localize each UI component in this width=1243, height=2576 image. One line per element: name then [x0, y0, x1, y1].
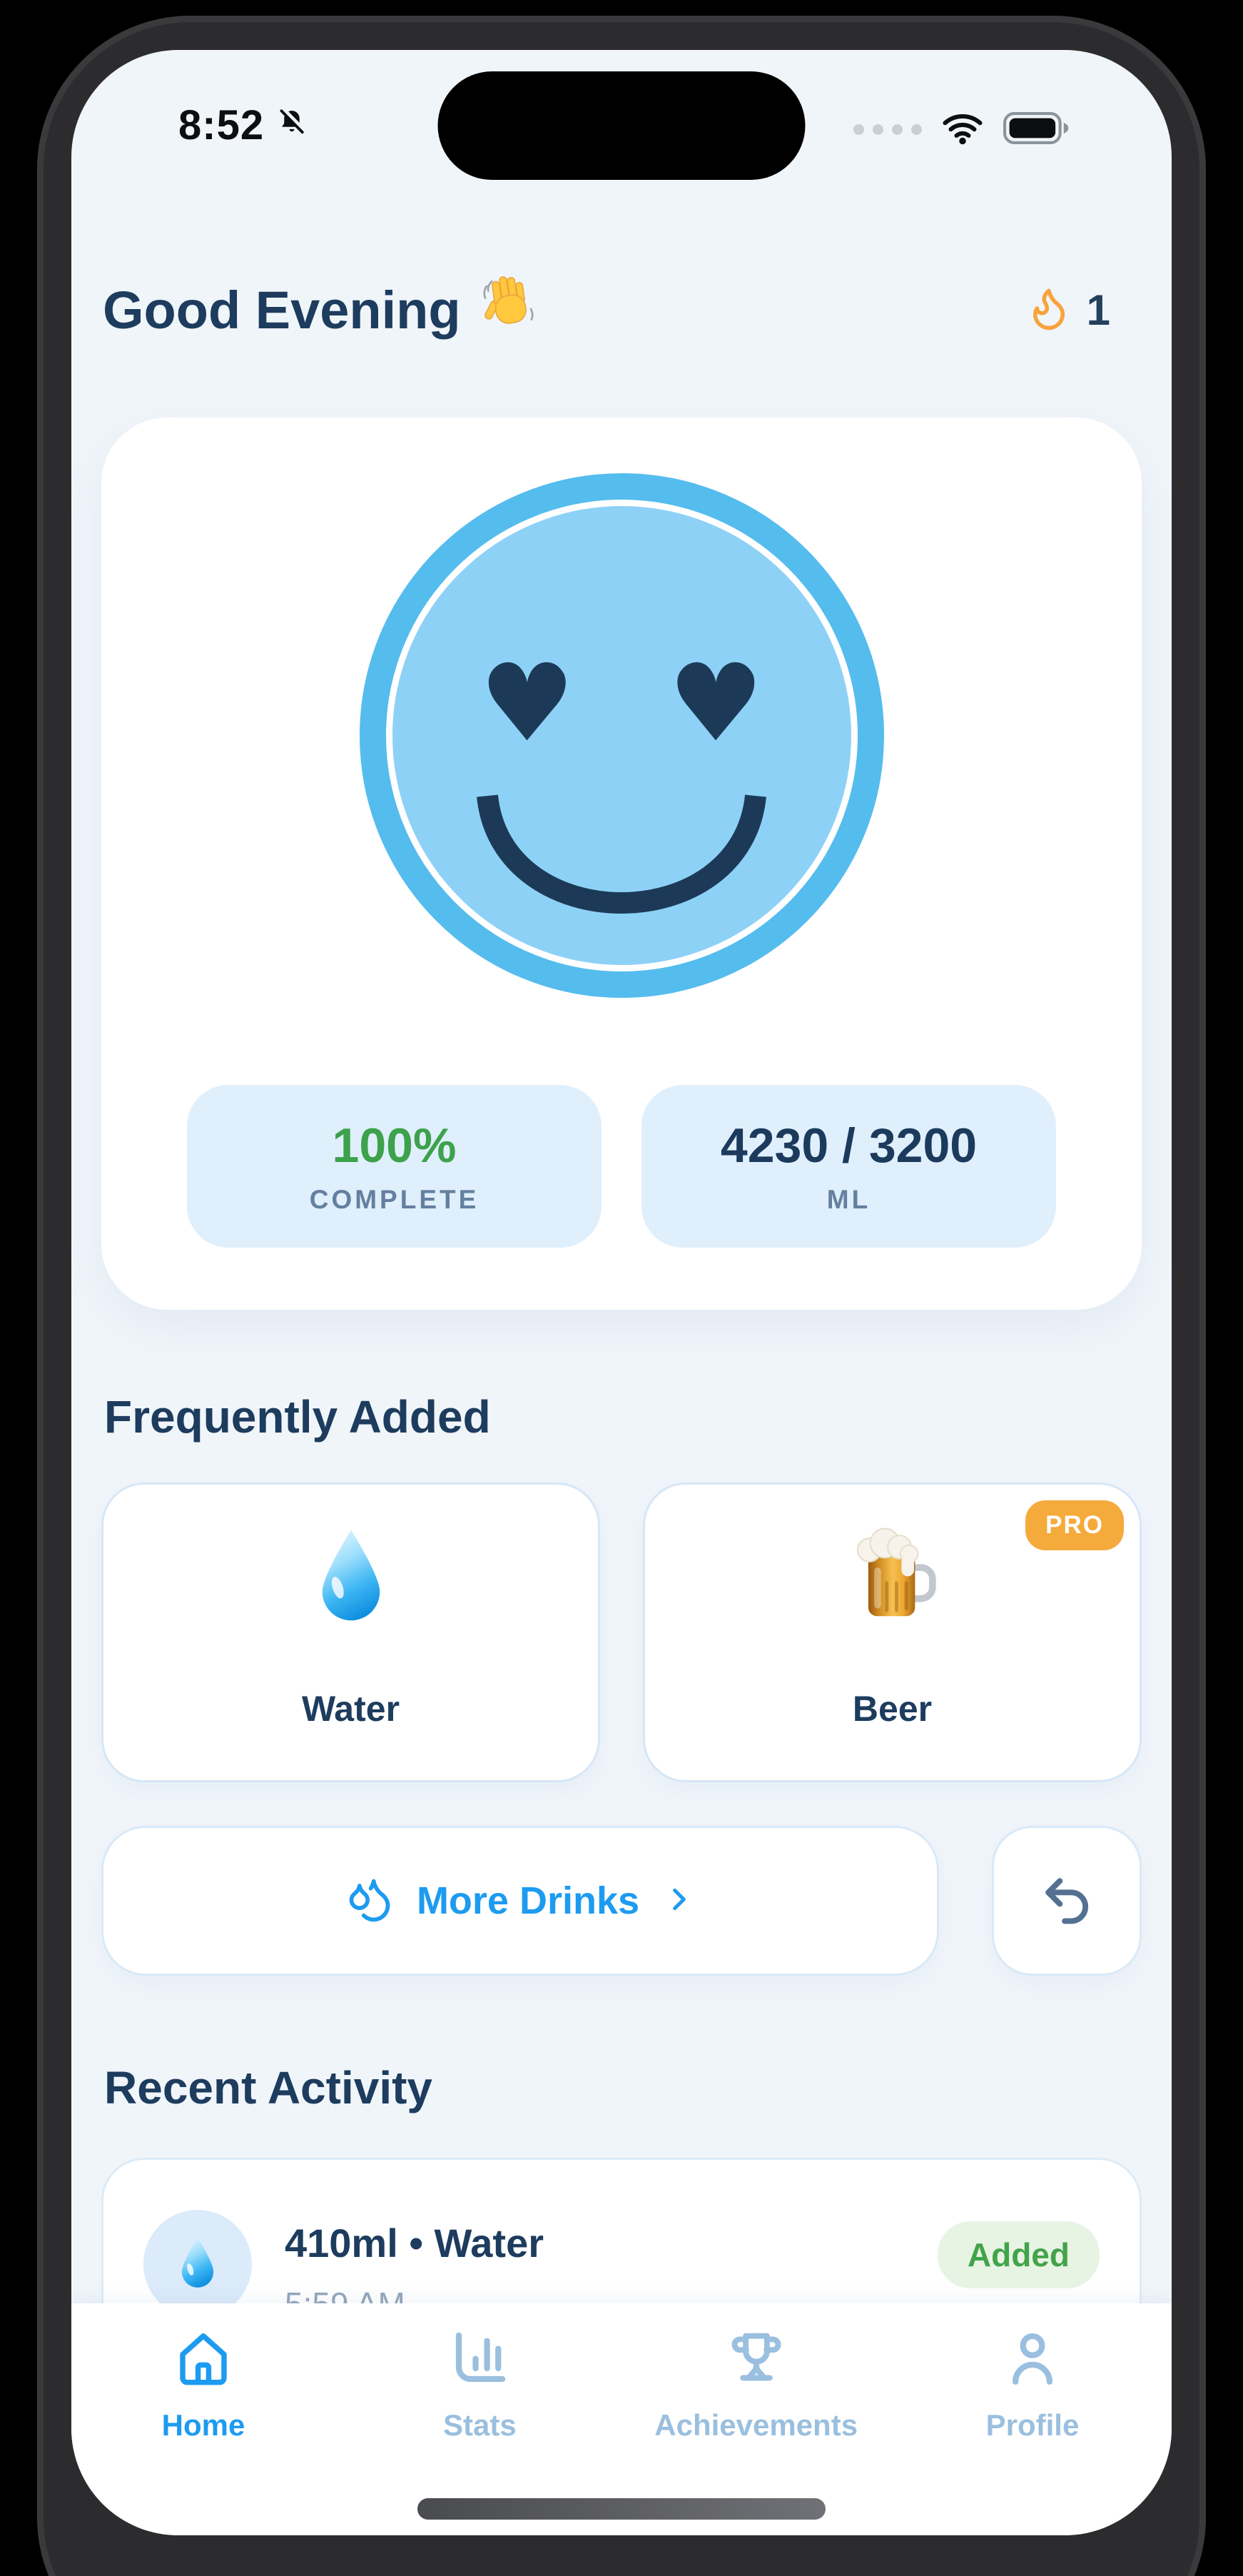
progress-stats: 100% COMPLETE 4230 / 3200 ML [187, 1085, 1056, 1248]
drink-card-water[interactable]: Water [101, 1483, 600, 1782]
tab-bar: Home Stats [71, 2303, 1172, 2535]
app-screen: 8:52 [71, 50, 1172, 2535]
undo-arrow-icon [1036, 1869, 1097, 1934]
status-time: 8:52 [178, 101, 308, 149]
activity-title: 410ml • Water [285, 2221, 544, 2266]
drinks-actions-row: More Drinks [101, 1826, 1142, 1976]
dynamic-island [437, 71, 806, 180]
home-content: Good Evening [71, 50, 1172, 2535]
battery-icon [1003, 111, 1072, 148]
notifications-off-icon [275, 101, 308, 149]
tab-label: Home [161, 2408, 245, 2442]
water-drop-icon [177, 2236, 218, 2293]
percent-caption: COMPLETE [309, 1185, 480, 1214]
home-icon [170, 2325, 237, 2395]
bar-chart-icon [446, 2325, 513, 2395]
flame-icon [1025, 285, 1072, 335]
activity-avatar [143, 2210, 252, 2318]
trophy-icon [723, 2325, 790, 2395]
tab-label: Achievements [654, 2408, 858, 2442]
status-bar: 8:52 [71, 50, 1172, 203]
tab-label: Profile [985, 2408, 1080, 2442]
intake-amount-pill: 4230 / 3200 ML [641, 1085, 1056, 1248]
pro-badge: PRO [1025, 1500, 1124, 1550]
person-icon [999, 2325, 1066, 2395]
status-icons [853, 110, 1072, 149]
smiley-face [385, 500, 858, 971]
phone-frame: 8:52 [37, 16, 1206, 2576]
cellular-signal-icon [853, 124, 922, 135]
smile-mouth [472, 786, 771, 961]
heart-eye-left-icon: ♥ [479, 642, 575, 766]
greeting: Good Evening [103, 274, 538, 346]
water-drop-icon [314, 1526, 388, 1628]
heart-eye-right-icon: ♥ [668, 642, 764, 766]
mood-smiley-wrap: ♥ ♥ [187, 473, 1056, 998]
frequently-added-title: Frequently Added [104, 1391, 491, 1443]
drink-label: Beer [852, 1689, 933, 1729]
drink-card-beer[interactable]: PRO [643, 1483, 1142, 1782]
frequent-drinks: Water PRO [101, 1483, 1142, 1782]
home-indicator[interactable] [417, 2498, 826, 2520]
tab-home[interactable]: Home [114, 2325, 293, 2535]
recent-activity-title: Recent Activity [104, 2062, 432, 2113]
percent-value: 100% [332, 1118, 457, 1173]
intake-caption: ML [826, 1185, 871, 1214]
percent-complete-pill: 100% COMPLETE [187, 1085, 602, 1248]
droplets-icon [345, 1875, 394, 1927]
streak-count: 1 [1086, 286, 1110, 334]
status-badge: Added [937, 2221, 1100, 2288]
wifi-icon [940, 110, 985, 149]
intake-value: 4230 / 3200 [720, 1118, 978, 1173]
clock-text: 8:52 [178, 102, 265, 148]
undo-button[interactable] [992, 1826, 1142, 1976]
header: Good Evening [103, 274, 1137, 346]
tab-achievements[interactable]: Achievements [654, 2325, 858, 2535]
more-drinks-button[interactable]: More Drinks [101, 1826, 939, 1976]
tab-label: Stats [442, 2408, 517, 2442]
drink-label: Water [301, 1689, 400, 1729]
tab-profile[interactable]: Profile [943, 2325, 1122, 2535]
streak-counter[interactable]: 1 [1025, 285, 1110, 335]
beer-mug-icon [839, 1526, 946, 1628]
daily-progress-card: ♥ ♥ 100% COMPLETE [101, 418, 1142, 1310]
heart-eyes-smiley: ♥ ♥ [359, 473, 884, 998]
chevron-right-icon [662, 1883, 695, 1919]
tab-stats[interactable]: Stats [390, 2325, 569, 2535]
wave-hand-icon [478, 274, 538, 346]
greeting-text: Good Evening [103, 280, 461, 340]
more-drinks-label: More Drinks [416, 1879, 640, 1922]
